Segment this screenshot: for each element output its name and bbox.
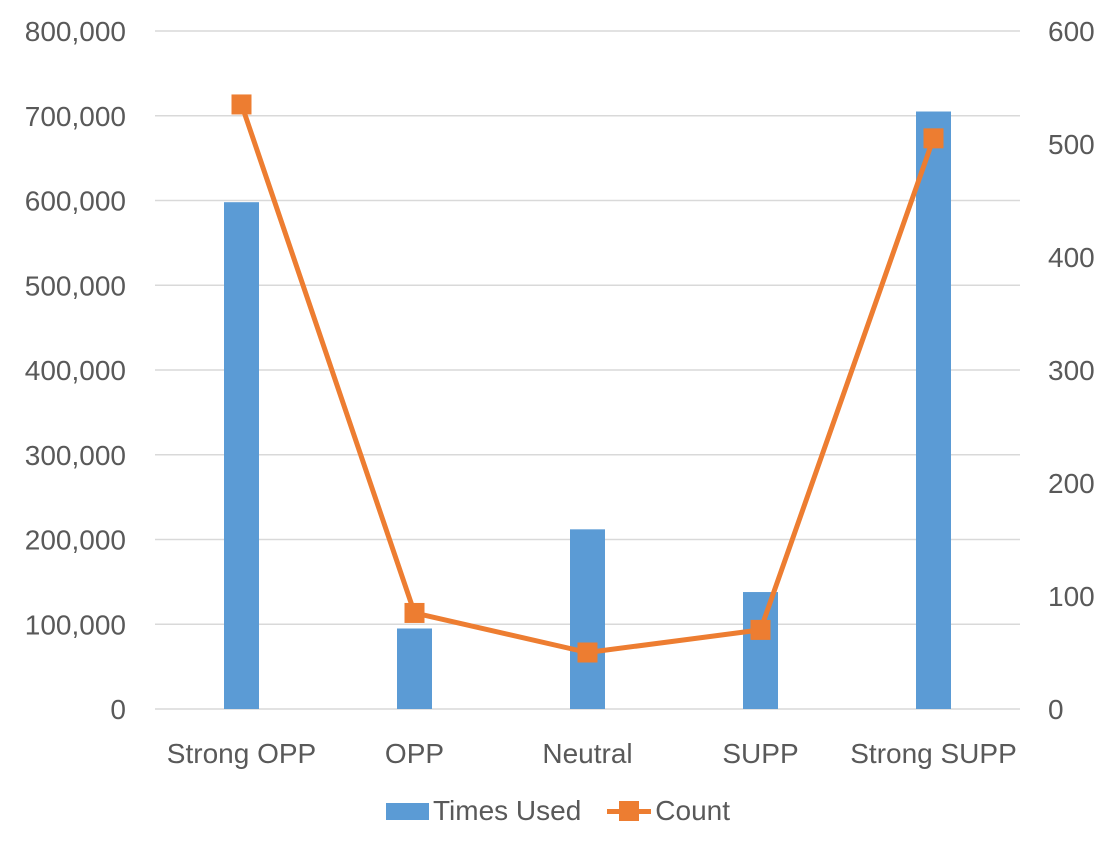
right-axis-tick-label: 200: [1048, 468, 1095, 499]
legend-item-count[interactable]: Count: [607, 795, 730, 827]
count-marker[interactable]: [923, 128, 944, 149]
x-axis-category-label: Strong OPP: [167, 738, 316, 769]
bar-times-used[interactable]: [570, 529, 605, 709]
x-axis-category-label: OPP: [385, 738, 444, 769]
bar-times-used[interactable]: [916, 111, 951, 709]
right-axis-tick-label: 100: [1048, 581, 1095, 612]
legend-item-times-used[interactable]: Times Used: [385, 795, 582, 827]
right-axis-tick-label: 0: [1048, 694, 1064, 725]
count-swatch-icon: [607, 801, 652, 821]
right-axis-tick-label: 600: [1048, 16, 1095, 47]
bar-times-used[interactable]: [397, 628, 432, 709]
right-axis-tick-label: 300: [1048, 355, 1095, 386]
x-axis-category-label: Strong SUPP: [850, 738, 1017, 769]
left-axis-tick-label: 600,000: [25, 186, 126, 217]
left-axis-tick-label: 800,000: [25, 16, 126, 47]
count-marker[interactable]: [231, 94, 252, 115]
x-axis-category-label: SUPP: [722, 738, 798, 769]
left-axis-tick-label: 0: [110, 694, 126, 725]
right-axis-tick-label: 500: [1048, 129, 1095, 160]
right-axis-tick-label: 400: [1048, 242, 1095, 273]
legend-label-count: Count: [655, 795, 731, 826]
count-marker[interactable]: [404, 602, 425, 623]
left-axis-tick-label: 400,000: [25, 355, 126, 386]
left-axis-tick-label: 200,000: [25, 525, 126, 556]
bar-times-used[interactable]: [224, 202, 259, 709]
times-used-swatch-icon: [385, 802, 429, 820]
left-axis-tick-label: 500,000: [25, 270, 126, 301]
legend-label-times-used: Times Used: [432, 795, 582, 826]
count-marker[interactable]: [750, 619, 771, 640]
left-axis-tick-label: 100,000: [25, 609, 126, 640]
count-marker[interactable]: [577, 642, 598, 663]
left-axis-tick-label: 700,000: [25, 101, 126, 132]
bar-times-used[interactable]: [743, 592, 778, 709]
chart-legend: Times Used Count: [0, 792, 1116, 830]
count-swatch-square: [619, 801, 640, 821]
x-axis-category-label: Neutral: [542, 738, 632, 769]
left-axis-tick-label: 300,000: [25, 440, 126, 471]
